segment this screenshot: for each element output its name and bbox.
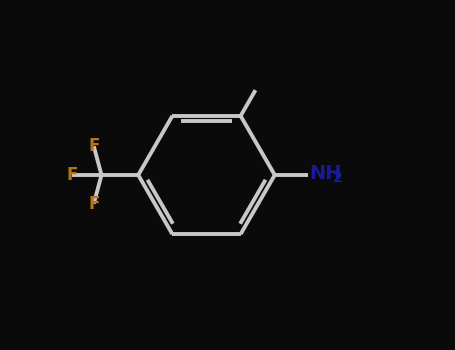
Text: F: F bbox=[88, 137, 100, 155]
Text: 2: 2 bbox=[333, 172, 343, 186]
Text: F: F bbox=[66, 166, 77, 184]
Text: F: F bbox=[88, 195, 100, 213]
Text: NH: NH bbox=[309, 164, 342, 183]
